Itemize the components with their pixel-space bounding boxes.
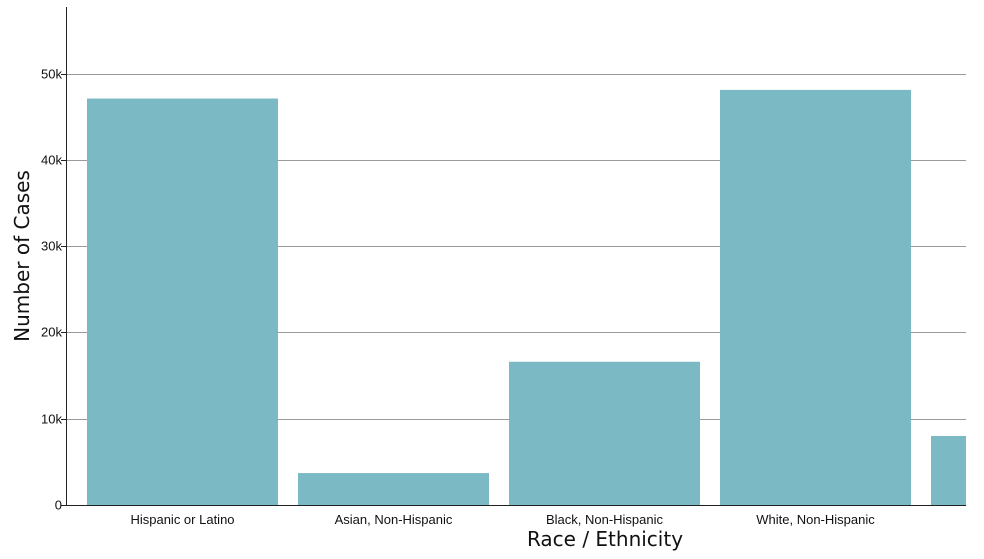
x-tick-label: White, Non-Hispanic <box>756 512 875 527</box>
bar <box>509 361 700 505</box>
axes <box>61 7 966 506</box>
y-tick-label: 10k <box>41 412 62 427</box>
y-tick-label: 50k <box>41 67 62 82</box>
x-tick-labels: Hispanic or Latino Asian, Non-Hispanic Bla… <box>130 512 875 527</box>
x-tick-label: Hispanic or Latino <box>130 512 234 527</box>
bar <box>298 473 489 505</box>
y-axis-title: Number of Cases <box>10 170 34 342</box>
y-tick-label: 20k <box>41 325 62 340</box>
bar <box>931 435 966 505</box>
x-tick-label: Asian, Non-Hispanic <box>335 512 453 527</box>
x-axis-title: Race / Ethnicity <box>527 527 683 551</box>
bars <box>87 89 966 505</box>
bar <box>720 89 911 505</box>
y-tick-label: 30k <box>41 239 62 254</box>
y-tick-label: 40k <box>41 153 62 168</box>
x-tick-label: Black, Non-Hispanic <box>546 512 664 527</box>
bar <box>87 98 278 505</box>
y-tick-labels: 0 10k 20k 30k 40k 50k <box>41 67 62 513</box>
y-tick-label: 0 <box>55 498 62 513</box>
